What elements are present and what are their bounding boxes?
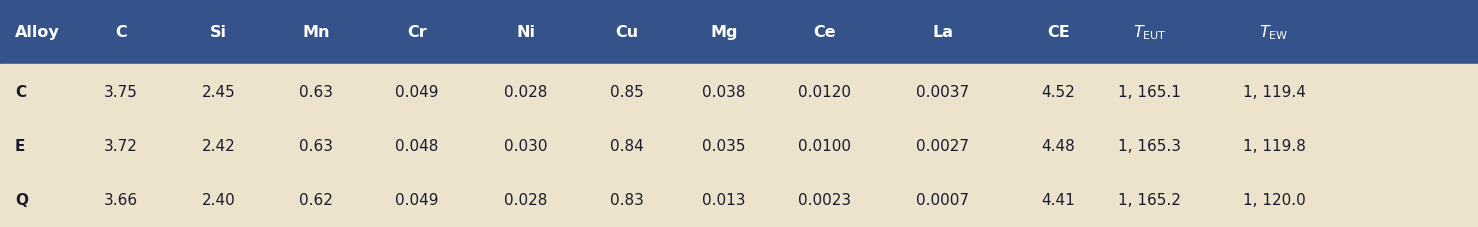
Text: 0.0023: 0.0023 xyxy=(798,192,851,207)
Text: 4.48: 4.48 xyxy=(1042,138,1075,153)
Text: 1, 120.0: 1, 120.0 xyxy=(1243,192,1305,207)
Text: Cr: Cr xyxy=(406,25,427,40)
Text: 0.63: 0.63 xyxy=(299,138,334,153)
Text: 0.028: 0.028 xyxy=(504,84,548,99)
Text: 0.0027: 0.0027 xyxy=(916,138,970,153)
Text: 3.66: 3.66 xyxy=(103,192,139,207)
Text: 0.0007: 0.0007 xyxy=(916,192,970,207)
Text: 0.0120: 0.0120 xyxy=(798,84,851,99)
Text: 0.85: 0.85 xyxy=(610,84,643,99)
Text: 4.52: 4.52 xyxy=(1042,84,1075,99)
Text: 1, 165.2: 1, 165.2 xyxy=(1119,192,1181,207)
Text: Mn: Mn xyxy=(303,25,330,40)
Text: 2.42: 2.42 xyxy=(202,138,235,153)
Text: Mg: Mg xyxy=(711,25,738,40)
Text: 0.013: 0.013 xyxy=(702,192,746,207)
Text: 0.049: 0.049 xyxy=(395,84,439,99)
Text: 0.035: 0.035 xyxy=(702,138,746,153)
Text: La: La xyxy=(933,25,953,40)
Text: Ni: Ni xyxy=(517,25,535,40)
Text: CE: CE xyxy=(1046,25,1070,40)
Text: $T_\mathrm{EW}$: $T_\mathrm{EW}$ xyxy=(1259,23,1289,42)
Text: Ce: Ce xyxy=(813,25,837,40)
Text: 0.0037: 0.0037 xyxy=(916,84,970,99)
Text: 3.72: 3.72 xyxy=(105,138,137,153)
Text: 0.049: 0.049 xyxy=(395,192,439,207)
Text: 0.038: 0.038 xyxy=(702,84,746,99)
Text: 3.75: 3.75 xyxy=(105,84,137,99)
Text: 0.83: 0.83 xyxy=(610,192,643,207)
Text: 0.62: 0.62 xyxy=(300,192,333,207)
Text: 0.048: 0.048 xyxy=(395,138,439,153)
Text: 0.030: 0.030 xyxy=(504,138,548,153)
Text: E: E xyxy=(15,138,25,153)
Text: 0.0100: 0.0100 xyxy=(798,138,851,153)
Text: 1, 165.1: 1, 165.1 xyxy=(1119,84,1181,99)
Bar xyxy=(0,65,1478,227)
Text: Si: Si xyxy=(210,25,228,40)
Text: 0.028: 0.028 xyxy=(504,192,548,207)
Text: 4.41: 4.41 xyxy=(1042,192,1075,207)
Text: 2.40: 2.40 xyxy=(202,192,235,207)
Text: 2.45: 2.45 xyxy=(202,84,235,99)
Text: $T_\mathrm{EUT}$: $T_\mathrm{EUT}$ xyxy=(1134,23,1166,42)
Text: Q: Q xyxy=(15,192,28,207)
Text: 0.63: 0.63 xyxy=(299,84,334,99)
Text: 1, 165.3: 1, 165.3 xyxy=(1119,138,1181,153)
Text: 1, 119.4: 1, 119.4 xyxy=(1243,84,1305,99)
Text: C: C xyxy=(15,84,27,99)
Text: Cu: Cu xyxy=(615,25,638,40)
Bar xyxy=(0,0,1478,65)
Text: 1, 119.8: 1, 119.8 xyxy=(1243,138,1305,153)
Text: C: C xyxy=(115,25,127,40)
Text: Alloy: Alloy xyxy=(15,25,59,40)
Text: 0.84: 0.84 xyxy=(610,138,643,153)
